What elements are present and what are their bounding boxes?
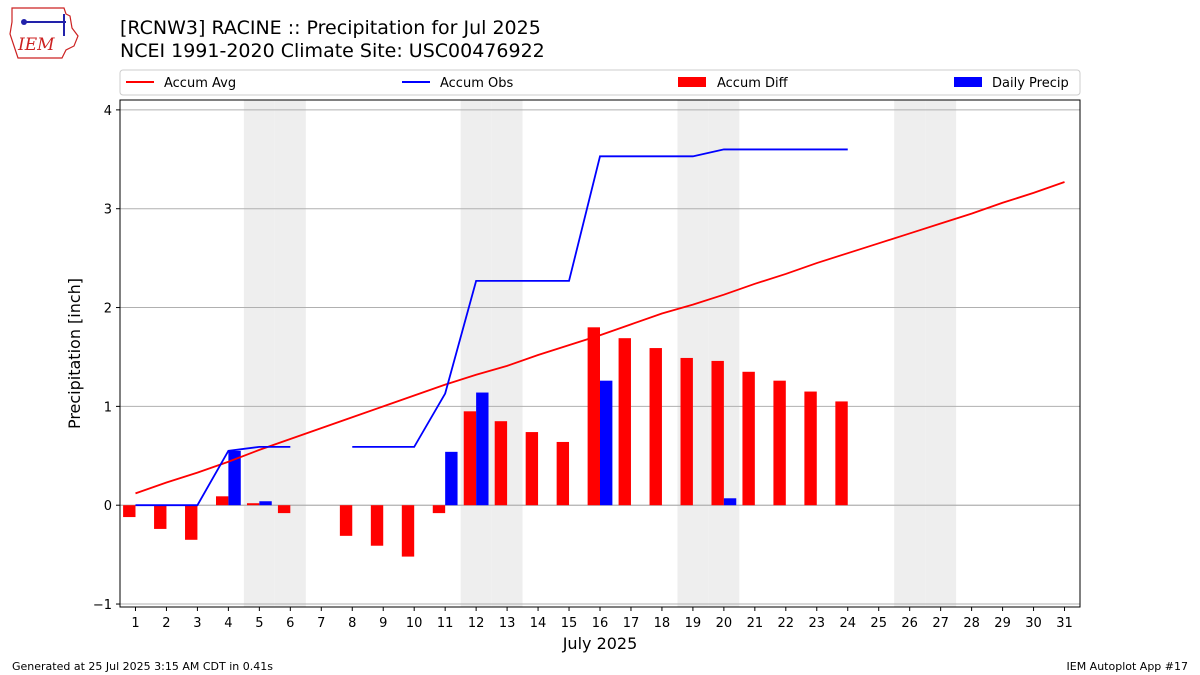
accum-diff-bar — [154, 505, 167, 529]
daily-precip-bar — [228, 450, 241, 506]
accum-diff-bar — [649, 348, 662, 506]
daily-precip-bar — [445, 451, 458, 506]
accum-avg-line — [135, 181, 1065, 495]
legend-swatch — [678, 77, 706, 87]
y-tick-label: −1 — [93, 598, 112, 613]
x-tick-label: 1 — [131, 616, 139, 631]
x-tick-label: 9 — [379, 616, 387, 631]
accum-diff-bar — [185, 505, 198, 540]
x-tick-label: 2 — [162, 616, 170, 631]
x-tick-label: 21 — [747, 616, 764, 631]
x-tick-label: 20 — [716, 616, 733, 631]
x-tick-label: 10 — [406, 616, 423, 631]
accum-diff-bar — [432, 505, 446, 514]
accum-diff-bar — [525, 432, 539, 506]
x-tick-label: 23 — [809, 616, 826, 631]
legend-label: Accum Diff — [717, 76, 789, 91]
iowa-outline-icon — [9, 7, 79, 59]
x-tick-label: 11 — [437, 616, 454, 631]
x-tick-label: 4 — [224, 616, 232, 631]
x-tick-label: 27 — [932, 616, 949, 631]
weekend-shade-band — [708, 100, 740, 607]
x-tick-label: 7 — [317, 616, 325, 631]
weekend-shade-band — [677, 100, 709, 607]
x-tick-label: 12 — [468, 616, 485, 631]
iem-logo: IEM — [9, 7, 79, 59]
accum-diff-bar — [339, 505, 353, 536]
y-tick-label: 2 — [104, 302, 112, 317]
weekend-shade-band — [460, 100, 492, 607]
x-tick-label: 14 — [530, 616, 547, 631]
x-tick-label: 13 — [499, 616, 516, 631]
accum-diff-bar — [680, 357, 693, 506]
weekend-shade-band — [894, 100, 926, 607]
x-tick-label: 25 — [870, 616, 887, 631]
accum-diff-bar — [277, 505, 291, 514]
x-tick-label: 5 — [255, 616, 263, 631]
app-note: IEM Autoplot App #17 — [1066, 660, 1189, 673]
weekend-shading — [243, 100, 957, 607]
x-tick-label: 17 — [623, 616, 640, 631]
accum-diff-bar — [804, 391, 817, 506]
legend-box — [119, 69, 1081, 96]
y-tick-label: 1 — [104, 400, 112, 415]
daily-precip-bar — [723, 498, 737, 506]
x-axis-label: July 2025 — [562, 634, 638, 653]
generated-note: Generated at 25 Jul 2025 3:15 AM CDT in … — [12, 660, 273, 673]
legend-swatch — [954, 77, 982, 87]
logo-text: IEM — [17, 35, 55, 55]
accum-diff-bar — [587, 327, 600, 506]
accum-diff-bar — [123, 505, 136, 518]
legend-label: Accum Avg — [164, 76, 236, 91]
weekend-shade-band — [274, 100, 306, 607]
bars — [123, 327, 848, 557]
legend-label: Accum Obs — [440, 76, 513, 91]
x-tick-label: 8 — [348, 616, 356, 631]
series-lines — [135, 148, 1065, 507]
weekend-shade-band — [925, 100, 957, 607]
x-tick-label: 29 — [994, 616, 1011, 631]
x-tick-label: 3 — [193, 616, 201, 631]
daily-precip-bar — [600, 380, 613, 506]
x-tick-label: 31 — [1056, 616, 1073, 631]
accum-diff-bar — [711, 360, 724, 506]
x-tick-label: 6 — [286, 616, 294, 631]
accum-diff-bar — [401, 505, 415, 557]
weekend-shade-band — [491, 100, 523, 607]
legend: Accum Avg Accum Obs Accum Diff Daily Precip — [119, 69, 1081, 96]
accum-diff-bar — [835, 401, 848, 506]
y-axis-label: Precipitation [inch] — [65, 278, 84, 429]
x-tick-label: 30 — [1025, 616, 1042, 631]
accum-diff-bar — [556, 441, 570, 506]
accum-diff-bar — [246, 503, 260, 506]
y-tick-label: 3 — [104, 203, 112, 218]
accum-diff-bar — [773, 380, 786, 506]
x-tick-label: 18 — [654, 616, 671, 631]
accum-obs-line — [352, 148, 848, 448]
x-tick-label: 24 — [839, 616, 856, 631]
weekend-shade-band — [243, 100, 275, 607]
chart-title: [RCNW3] RACINE :: Precipitation for Jul … — [120, 17, 541, 39]
accum-diff-bar — [618, 338, 631, 506]
chart-subtitle: NCEI 1991-2020 Climate Site: USC00476922 — [120, 40, 545, 62]
accum-diff-bar — [216, 496, 229, 506]
x-tick-label: 16 — [592, 616, 609, 631]
accum-diff-bar — [494, 421, 508, 506]
y-tick-label: 0 — [104, 499, 112, 514]
accum-diff-bar — [463, 411, 477, 506]
accum-obs-line — [135, 445, 291, 507]
x-tick-label: 28 — [963, 616, 980, 631]
x-tick-label: 22 — [778, 616, 795, 631]
accum-diff-bar — [370, 505, 384, 546]
x-tick-label: 15 — [561, 616, 578, 631]
x-tick-label: 19 — [685, 616, 702, 631]
x-tick-label: 26 — [901, 616, 918, 631]
daily-precip-bar — [259, 501, 272, 506]
y-tick-label: 4 — [104, 104, 112, 119]
accum-diff-bar — [742, 371, 755, 506]
daily-precip-bar — [476, 392, 489, 506]
legend-label: Daily Precip — [992, 76, 1069, 91]
